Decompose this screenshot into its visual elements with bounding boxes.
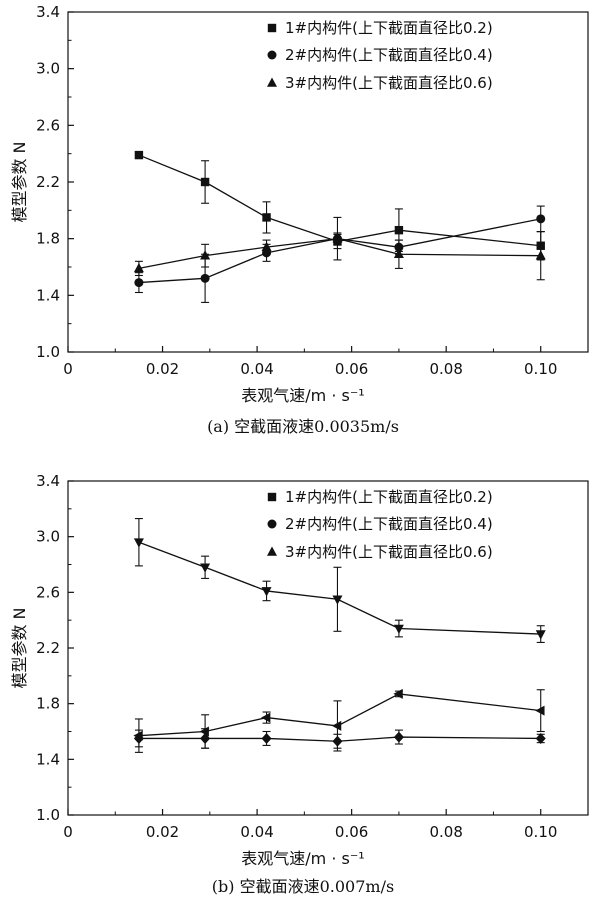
y-tick-label: 1.4 [36, 286, 60, 304]
data-point [134, 150, 144, 160]
data-point [536, 214, 546, 224]
series-line [138, 693, 541, 737]
x-tick-label: 0 [63, 360, 73, 378]
y-tick-label: 1.0 [36, 343, 60, 361]
legend-marker [267, 492, 277, 502]
data-point [133, 538, 144, 548]
x-tick-label: 0.08 [429, 823, 462, 841]
data-point [262, 213, 271, 222]
legend: 1#内构件(上下截面直径比0.2) 2#内构件(上下截面直径比0.4) 3#内构件(… [267, 488, 493, 561]
data-point [133, 262, 144, 273]
data-point [394, 225, 404, 235]
legend-label: 3#内构件(上下截面直径比0.6) [285, 74, 493, 92]
panel-a: 1.0 1.4 1.8 2.2 2.6 3.0 3.4 0 0.02 0.04 0.06 0.08 0.… [10, 3, 589, 436]
series-line [138, 541, 541, 635]
y-tick-label: 3.0 [36, 528, 60, 546]
x-tick-label: 0.10 [524, 823, 557, 841]
panel-b: 1.0 1.4 1.8 2.2 2.6 3.0 3.4 0 0.02 0.04 0.06 0.08 0.… [10, 472, 589, 896]
data-point [393, 248, 404, 259]
data-point [133, 732, 144, 744]
series-3 [133, 728, 546, 749]
x-tick-label: 0.02 [146, 360, 179, 378]
data-point [535, 732, 546, 744]
x-axis-title: 表观气速/m · s⁻¹ [241, 849, 364, 868]
x-tick-label: 0.06 [335, 360, 368, 378]
y-tick-label: 3.4 [36, 472, 60, 490]
y-tick-label: 1.0 [36, 806, 60, 824]
series-2 [134, 205, 546, 303]
y-tick-label: 1.8 [36, 230, 60, 248]
data-point [200, 273, 210, 283]
legend-label: 2#内构件(上下截面直径比0.4) [285, 515, 493, 533]
y-tick-label: 2.2 [36, 173, 60, 191]
data-point [535, 705, 545, 716]
y-tick-label: 2.6 [36, 116, 60, 134]
data-point [261, 712, 271, 723]
data-point [393, 688, 403, 699]
data-point [332, 735, 343, 747]
legend-label: 3#内构件(上下截面直径比0.6) [285, 543, 493, 561]
x-tick-label: 0.08 [429, 360, 462, 378]
data-point [535, 630, 546, 640]
data-point [331, 720, 342, 731]
series-line [138, 154, 541, 247]
y-axis-title: 模型参数 N [10, 141, 29, 222]
x-tick-label: 0.06 [335, 823, 368, 841]
legend-label: 1#内构件(上下截面直径比0.2) [285, 488, 493, 506]
x-tick-label: 0.10 [524, 360, 557, 378]
x-tick-label: 0.02 [146, 823, 179, 841]
x-tick-label: 0.04 [240, 360, 273, 378]
legend-marker [267, 519, 277, 529]
series-line [138, 238, 541, 270]
y-tick-label: 1.4 [36, 750, 60, 768]
data-point [261, 241, 272, 251]
legend-marker [267, 23, 277, 33]
x-tick-label: 0.04 [240, 823, 273, 841]
data-point [200, 732, 211, 744]
data-point [393, 624, 404, 635]
legend-marker [267, 77, 277, 87]
legend-marker [267, 50, 277, 60]
series-line [138, 218, 541, 284]
legend-label: 2#内构件(上下截面直径比0.4) [285, 46, 493, 64]
y-axis-title: 模型参数 N [10, 607, 29, 688]
x-axis-title: 表观气速/m · s⁻¹ [241, 386, 364, 405]
legend-label: 1#内构件(上下截面直径比0.2) [285, 19, 493, 37]
data-point [134, 278, 144, 288]
data-point [200, 250, 211, 260]
y-tick-label: 1.8 [36, 695, 60, 713]
legend-marker [267, 546, 277, 556]
data-point [200, 563, 211, 573]
data-point [200, 177, 210, 187]
data-point [535, 250, 546, 260]
panel-caption: (a) 空截面液速0.0035m/s [207, 417, 399, 436]
y-tick-label: 3.0 [36, 60, 60, 78]
series-line [138, 736, 541, 742]
data-point [261, 732, 272, 744]
data-point [332, 233, 343, 243]
legend: 1#内构件(上下截面直径比0.2) 2#内构件(上下截面直径比0.4) 3#内构件(… [267, 19, 493, 92]
series-3 [133, 231, 546, 281]
y-tick-label: 2.6 [36, 583, 60, 601]
data-point [332, 595, 343, 605]
series-1 [134, 150, 545, 261]
data-point [393, 731, 404, 743]
y-tick-label: 2.2 [36, 639, 60, 657]
panel-caption: (b) 空截面液速0.007m/s [212, 877, 394, 896]
x-tick-label: 0 [63, 823, 73, 841]
y-tick-label: 3.4 [36, 3, 60, 21]
data-point [261, 587, 272, 597]
series-1 [133, 518, 546, 643]
